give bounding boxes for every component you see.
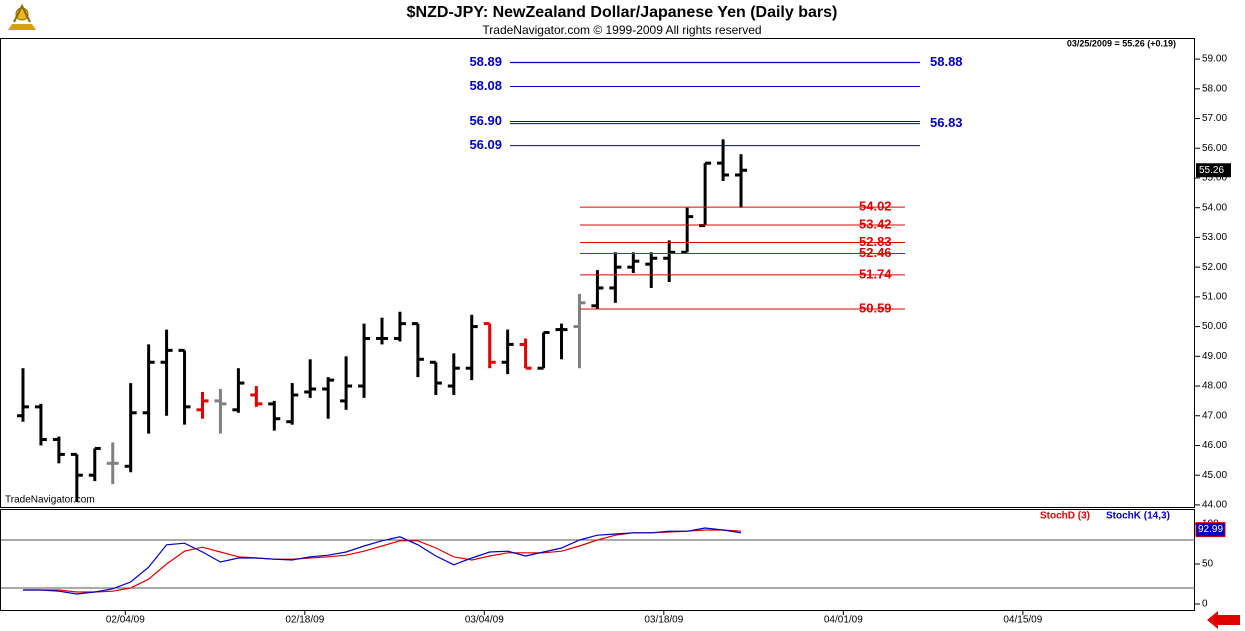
level-label: 52.46 (859, 245, 892, 260)
y-tick-label: 59.00 (1202, 54, 1227, 65)
last-price-box (1196, 163, 1231, 178)
y-tick-label: 50.00 (1202, 321, 1227, 332)
level-label: 54.02 (859, 199, 892, 214)
x-tick-label: 02/18/09 (285, 615, 324, 626)
y-tick-label: 47.00 (1202, 410, 1227, 421)
level-label: 56.90 (469, 113, 502, 128)
level-label: 51.74 (859, 266, 892, 281)
scroll-arrow[interactable] (1207, 611, 1240, 629)
level-label: 50.59 (859, 300, 892, 315)
y-tick-label: 44.00 (1202, 500, 1227, 511)
y-tick-label: 53.00 (1202, 232, 1227, 243)
y-tick-label: 45.00 (1202, 470, 1227, 481)
chart-title: $NZD-JPY: NewZealand Dollar/Japanese Yen… (407, 4, 838, 21)
level-label: 58.08 (469, 78, 502, 93)
x-tick-label: 04/01/09 (824, 615, 863, 626)
last-price-label: 55.26 (1199, 165, 1224, 176)
y-tick-label: 49.00 (1202, 351, 1227, 362)
stoch-panel (0, 509, 1195, 611)
logo (8, 3, 36, 30)
level-label: 56.09 (469, 137, 502, 152)
y-tick-label: 55.00 (1202, 173, 1227, 184)
level-label: 58.88 (930, 54, 963, 69)
y-tick-label: 51.00 (1202, 292, 1227, 303)
stoch-line (23, 529, 742, 593)
main-panel (0, 38, 1195, 508)
level-label: 58.89 (469, 54, 502, 69)
level-label: 56.83 (930, 115, 963, 130)
x-tick-label: 03/04/09 (465, 615, 504, 626)
y-tick-label: 46.00 (1202, 440, 1227, 451)
y-tick-label: 0 (1202, 599, 1208, 610)
x-tick-label: 04/15/09 (1003, 615, 1042, 626)
y-tick-label: 54.00 (1202, 202, 1227, 213)
legend-entry: StochK (14,3) (1106, 511, 1170, 522)
x-tick-label: 03/18/09 (644, 615, 683, 626)
header-note: 03/25/2009 = 55.26 (+0.19) (1067, 38, 1176, 48)
last-value-box (1195, 522, 1226, 538)
level-label: 52.83 (859, 234, 892, 249)
y-tick-label: 52.00 (1202, 262, 1227, 273)
last-value-label: 92.99 (1198, 524, 1223, 535)
y-tick-label: 48.00 (1202, 381, 1227, 392)
stoch-line (23, 527, 742, 595)
y-tick-label: 57.00 (1202, 113, 1227, 124)
y-tick-label: 56.00 (1202, 143, 1227, 154)
legend-entry: StochD (3) (1040, 511, 1090, 522)
y-tick-label: 50 (1202, 559, 1214, 570)
level-label: 53.42 (859, 216, 892, 231)
x-tick-label: 02/04/09 (106, 615, 145, 626)
subtitle: TradeNavigator.com © 1999-2009 All right… (482, 23, 761, 37)
watermark: TradeNavigator.com (5, 495, 95, 506)
y-tick-label: 58.00 (1202, 83, 1227, 94)
